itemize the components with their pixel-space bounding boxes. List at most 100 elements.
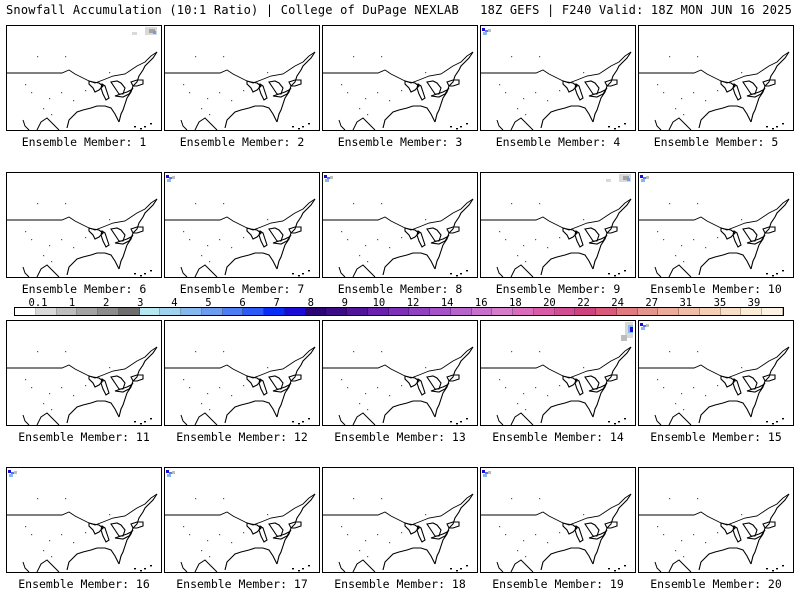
- ensemble-member-map: [322, 467, 478, 573]
- ensemble-member-map: [322, 320, 478, 426]
- ensemble-member-map: [480, 320, 636, 426]
- us-map: [323, 493, 474, 572]
- us-map: [639, 51, 790, 130]
- legend-swatch: [222, 308, 244, 315]
- legend-swatch: [35, 308, 57, 315]
- ensemble-member-label: Ensemble Member: 12: [176, 430, 308, 444]
- snow-overlay: [8, 470, 17, 477]
- us-map: [323, 51, 474, 130]
- legend-swatch: [77, 308, 98, 315]
- legend-tick-label: 12: [406, 297, 420, 309]
- us-map: [7, 346, 158, 425]
- us-map: [7, 470, 158, 572]
- snow-overlay: [132, 27, 157, 35]
- legend-swatch: [741, 308, 762, 315]
- us-map: [481, 322, 633, 425]
- legend-swatch: [264, 308, 285, 315]
- legend-tick-label: 2: [103, 297, 110, 309]
- ensemble-member-map: [6, 172, 162, 278]
- legend-swatch: [450, 308, 472, 315]
- legend-tick-label: 16: [474, 297, 488, 309]
- legend-swatch: [15, 308, 36, 315]
- us-map: [639, 175, 790, 277]
- color-legend: [14, 307, 784, 317]
- legend-swatch: [367, 308, 389, 315]
- snow-overlay: [640, 175, 649, 182]
- us-map: [639, 493, 790, 572]
- legend-swatch: [160, 308, 181, 315]
- legend-swatch: [430, 308, 451, 315]
- legend-tick-label: 27: [645, 297, 659, 309]
- valid-time: 18Z GEFS | F240 Valid: 18Z MON JUN 16 20…: [480, 3, 792, 17]
- legend-swatch: [679, 308, 700, 315]
- legend-swatch: [658, 308, 679, 315]
- legend-swatch: [513, 308, 534, 315]
- legend-tick-label: 10: [372, 297, 386, 309]
- legend-tick-label: 9: [341, 297, 349, 309]
- ensemble-member-label: Ensemble Member: 18: [334, 577, 466, 591]
- legend-swatch: [575, 308, 596, 315]
- legend-tick-label: 14: [440, 297, 454, 309]
- ensemble-member-map: [480, 172, 636, 278]
- legend-color-bar: [14, 307, 784, 316]
- ensemble-member-map: [164, 467, 320, 573]
- legend-tick-label: 22: [577, 297, 590, 309]
- legend-tick-label: 18: [509, 297, 522, 309]
- ensemble-member-label: Ensemble Member: 10: [650, 282, 782, 296]
- ensemble-member-label: Ensemble Member: 5: [653, 135, 779, 149]
- us-map: [165, 470, 316, 572]
- us-map: [323, 175, 474, 277]
- legend-tick-label: 24: [611, 297, 624, 309]
- legend-swatch: [388, 308, 410, 315]
- map-title: Snowfall Accumulation (10:1 Ratio) | Col…: [6, 3, 459, 17]
- ensemble-member-label: Ensemble Member: 16: [18, 577, 150, 591]
- ensemble-member-map: [322, 172, 478, 278]
- us-map: [7, 27, 158, 130]
- legend-tick-label: 3: [137, 297, 144, 309]
- legend-swatch: [243, 308, 264, 315]
- ensemble-member-label: Ensemble Member: 13: [334, 430, 466, 444]
- ensemble-member-label: Ensemble Member: 6: [21, 282, 147, 296]
- us-map: [165, 175, 316, 277]
- legend-swatch: [471, 308, 493, 315]
- ensemble-member-map: [638, 467, 794, 573]
- ensemble-member-map: [164, 320, 320, 426]
- us-map: [165, 346, 316, 425]
- legend-swatch: [720, 308, 742, 315]
- us-map: [639, 323, 790, 425]
- legend-tick-label: 20: [543, 297, 556, 309]
- ensemble-member-label: Ensemble Member: 2: [179, 135, 305, 149]
- legend-swatch: [139, 308, 161, 315]
- ensemble-member-map: [6, 25, 162, 131]
- legend-swatch: [284, 308, 306, 315]
- legend-swatch: [596, 308, 617, 315]
- snow-overlay: [640, 323, 649, 330]
- ensemble-member-map: [638, 172, 794, 278]
- ensemble-member-label: Ensemble Member: 11: [18, 430, 150, 444]
- snow-overlay: [606, 174, 631, 182]
- us-map: [165, 51, 316, 130]
- legend-swatch: [181, 308, 202, 315]
- legend-swatch: [56, 308, 78, 315]
- legend-swatch: [118, 308, 140, 315]
- legend-swatch: [201, 308, 223, 315]
- legend-swatch: [637, 308, 659, 315]
- ensemble-member-label: Ensemble Member: 15: [650, 430, 782, 444]
- ensemble-member-map: [164, 25, 320, 131]
- snow-overlay: [166, 470, 175, 477]
- legend-tick-label: 7: [273, 297, 280, 309]
- ensemble-member-label: Ensemble Member: 1: [21, 135, 147, 149]
- legend-swatch: [409, 308, 430, 315]
- legend-tick-label: 5: [205, 297, 212, 309]
- snow-overlay: [482, 28, 491, 35]
- ensemble-member-map: [164, 172, 320, 278]
- snow-overlay: [166, 175, 175, 182]
- us-map: [481, 28, 632, 130]
- ensemble-member-map: [638, 25, 794, 131]
- legend-tick-label: 0.1: [28, 297, 48, 309]
- snow-overlay: [621, 322, 633, 341]
- us-map: [481, 174, 632, 277]
- us-map: [323, 346, 474, 425]
- ensemble-member-label: Ensemble Member: 3: [337, 135, 463, 149]
- legend-swatch: [98, 308, 119, 315]
